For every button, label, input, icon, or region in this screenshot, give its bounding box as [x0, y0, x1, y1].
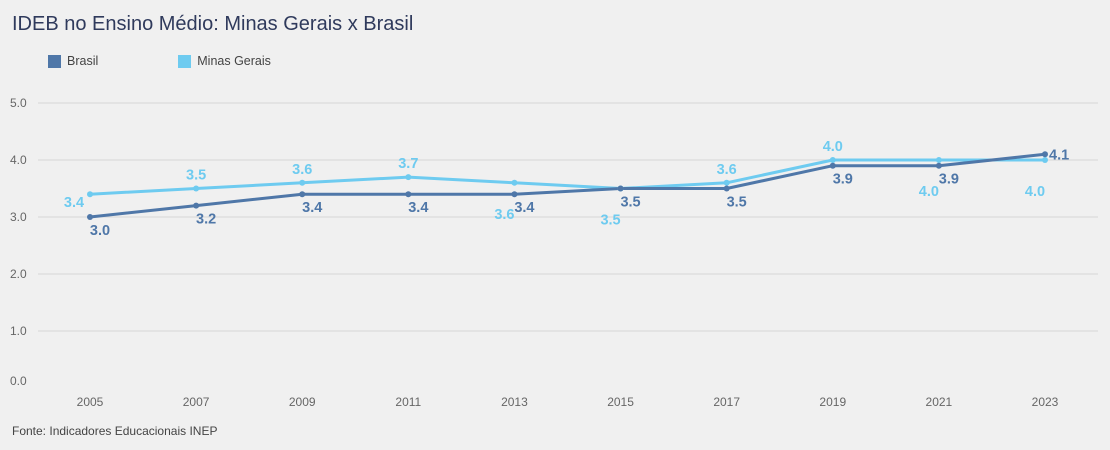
data-label-minas-gerais: 4.0	[919, 184, 939, 200]
data-point-minas-gerais	[87, 191, 93, 198]
legend-item-minas-gerais[interactable]: Minas Gerais	[178, 54, 271, 68]
series-line-minas-gerais	[89, 158, 1045, 196]
data-label-minas-gerais: 3.6	[292, 162, 312, 178]
legend: Brasil Minas Gerais	[48, 54, 271, 68]
data-point-brasil	[511, 191, 518, 198]
legend-label-brasil: Brasil	[67, 54, 99, 68]
x-tick-label: 2007	[183, 395, 210, 409]
data-point-brasil	[405, 191, 412, 198]
source-note: Fonte: Indicadores Educacionais INEP	[12, 424, 218, 438]
legend-swatch-minas-gerais	[178, 54, 192, 68]
data-point-brasil	[935, 162, 942, 169]
x-tick-label: 2019	[819, 395, 846, 409]
data-label-minas-gerais: 4.0	[1025, 184, 1045, 200]
y-tick-label: 5.0	[10, 96, 27, 110]
x-tick-label: 2011	[395, 395, 421, 409]
data-point-minas-gerais	[405, 174, 412, 181]
chart-title: IDEB no Ensino Médio: Minas Gerais x Bra…	[12, 13, 414, 35]
x-tick-label: 2015	[607, 395, 634, 409]
data-label-brasil: 3.4	[514, 200, 534, 216]
y-tick-label: 3.0	[10, 210, 27, 224]
data-point-minas-gerais	[723, 179, 730, 186]
legend-label-minas-gerais: Minas Gerais	[197, 54, 271, 68]
data-label-minas-gerais: 3.4	[64, 195, 84, 211]
data-point-brasil	[193, 202, 200, 209]
data-label-brasil: 4.1	[1049, 147, 1069, 163]
data-point-brasil	[723, 185, 730, 192]
data-point-brasil	[617, 185, 624, 192]
x-tick-label: 2017	[713, 395, 740, 409]
data-point-brasil	[87, 214, 93, 220]
data-point-minas-gerais	[1042, 157, 1048, 163]
data-point-minas-gerais	[935, 157, 942, 163]
x-tick-label: 2023	[1032, 395, 1059, 409]
data-label-brasil: 3.9	[939, 172, 959, 188]
data-label-brasil: 3.9	[833, 172, 853, 188]
series-line-brasil	[89, 152, 1046, 219]
data-label-brasil: 3.5	[620, 195, 640, 211]
data-label-minas-gerais: 3.5	[600, 213, 620, 229]
data-point-minas-gerais	[193, 185, 200, 192]
data-label-minas-gerais: 3.6	[717, 162, 737, 178]
data-label-brasil: 3.0	[90, 223, 110, 239]
x-tick-label: 2009	[289, 395, 316, 409]
legend-item-brasil[interactable]: Brasil	[48, 54, 98, 68]
data-point-minas-gerais	[299, 179, 306, 186]
data-point-brasil	[829, 162, 836, 169]
y-tick-label: 2.0	[10, 267, 27, 281]
data-label-brasil: 3.2	[196, 212, 216, 228]
data-label-brasil: 3.4	[408, 200, 428, 216]
x-tick-label: 2005	[77, 395, 104, 409]
legend-swatch-brasil	[48, 54, 61, 68]
data-label-minas-gerais: 4.0	[823, 139, 843, 155]
data-label-brasil: 3.4	[302, 200, 322, 216]
y-tick-label: 1.0	[10, 324, 27, 338]
y-tick-label: 0.0	[10, 374, 27, 388]
x-tick-label: 2013	[501, 395, 528, 409]
y-tick-label: 4.0	[10, 153, 27, 167]
data-point-brasil	[1042, 151, 1048, 158]
data-point-brasil	[299, 191, 306, 198]
data-point-minas-gerais	[829, 157, 836, 163]
data-label-minas-gerais: 3.5	[186, 168, 206, 184]
x-tick-label: 2021	[926, 395, 953, 409]
data-label-minas-gerais: 3.7	[398, 156, 418, 172]
data-label-brasil: 3.5	[727, 195, 747, 211]
data-point-minas-gerais	[511, 179, 518, 186]
data-label-minas-gerais: 3.6	[494, 207, 514, 223]
